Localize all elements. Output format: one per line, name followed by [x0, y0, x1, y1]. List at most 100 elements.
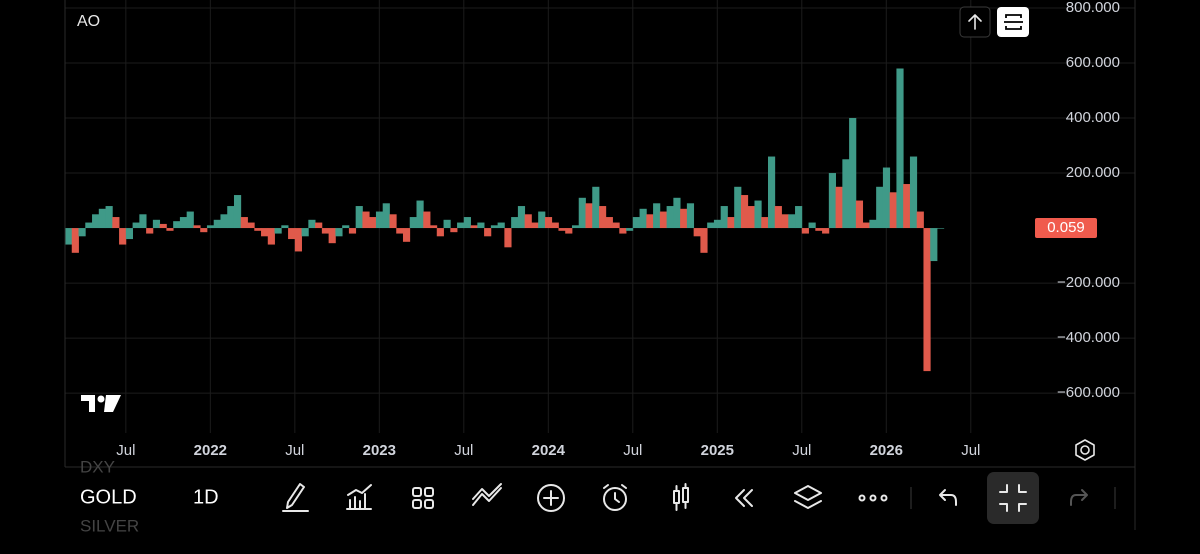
ao-bar	[423, 211, 431, 229]
ao-bar	[936, 228, 945, 229]
ao-bar	[781, 214, 789, 229]
ao-bar	[815, 228, 823, 231]
symbol-button[interactable]: GOLD	[80, 486, 137, 508]
layout-tool[interactable]	[412, 487, 434, 509]
scroll-top-button[interactable]	[959, 6, 991, 38]
ao-bar	[585, 203, 593, 229]
x-tick-label: Jul	[623, 442, 642, 459]
ao-bar	[571, 225, 580, 229]
ao-bar	[666, 206, 674, 229]
compare-tool[interactable]	[472, 483, 502, 506]
ao-bar	[348, 228, 357, 234]
ao-bar	[321, 228, 330, 234]
ao-bar	[369, 217, 377, 229]
x-tick-label: Jul	[454, 442, 473, 459]
ao-bar	[517, 206, 526, 229]
ao-bar	[639, 208, 647, 229]
ao-bar	[457, 222, 465, 229]
fullscreen-button[interactable]	[997, 7, 1029, 37]
redo-button[interactable]	[1070, 489, 1088, 506]
x-tick-label: 2023	[363, 442, 396, 459]
ao-bar	[281, 225, 289, 229]
layers-tool[interactable]	[794, 485, 822, 509]
ao-bar	[288, 228, 296, 240]
ao-bar	[605, 217, 613, 229]
ao-bar	[720, 206, 728, 229]
ao-bar	[402, 228, 411, 242]
ao-bar	[119, 228, 127, 245]
ao-bar	[227, 206, 235, 229]
ao-bar	[916, 211, 924, 229]
ao-bar	[173, 221, 181, 229]
ao-bar	[105, 206, 113, 229]
ao-bar	[822, 228, 830, 234]
ao-bar	[801, 228, 809, 234]
ao-bar	[125, 228, 133, 240]
ao-bar	[409, 217, 417, 229]
ao-bar	[240, 217, 248, 229]
ao-bar	[396, 228, 404, 234]
ao-bar	[166, 228, 174, 231]
more-tool[interactable]	[858, 494, 888, 502]
replay-tool[interactable]	[735, 489, 753, 507]
x-tick-label: 2026	[870, 442, 903, 459]
ao-bar	[112, 217, 120, 229]
ao-bar	[92, 214, 100, 229]
ao-bar	[612, 222, 620, 229]
collapse-button[interactable]	[999, 484, 1027, 512]
chart-type-tool[interactable]	[673, 483, 689, 511]
add-tool[interactable]	[537, 484, 565, 512]
ao-bar	[700, 228, 708, 253]
ao-bar	[362, 211, 370, 229]
alert-tool[interactable]	[603, 484, 627, 511]
ao-bar	[923, 228, 931, 372]
ao-bar	[842, 159, 850, 229]
indicators-tool[interactable]	[346, 484, 372, 510]
ao-bar	[233, 195, 242, 229]
ao-bar	[713, 219, 722, 229]
x-tick-label: 2024	[532, 442, 566, 459]
ao-bar	[727, 217, 735, 229]
collapse-button-bg[interactable]	[987, 472, 1039, 524]
interval-button[interactable]: 1D	[193, 486, 219, 508]
ao-bar	[828, 173, 836, 229]
ao-bar	[477, 222, 485, 229]
ao-bar	[511, 217, 519, 229]
ao-bar	[132, 222, 140, 229]
ao-bar	[592, 186, 600, 229]
ao-bar	[139, 214, 147, 229]
ao-bar	[315, 222, 323, 229]
histogram	[65, 68, 945, 372]
y-tick-label: 400.000	[1066, 109, 1120, 126]
ao-bar	[707, 222, 715, 229]
ao-bar	[450, 228, 458, 233]
ao-bar	[430, 225, 438, 229]
undo-button[interactable]	[939, 489, 957, 506]
ao-bar	[193, 225, 201, 229]
ao-bar	[261, 228, 269, 237]
ao-bar	[673, 197, 681, 229]
settings-button[interactable]	[1075, 439, 1095, 461]
ao-bar	[206, 225, 215, 229]
ao-bar	[179, 217, 188, 229]
ao-bar	[869, 219, 877, 229]
ao-bar	[626, 228, 634, 231]
ao-bar	[835, 186, 843, 229]
ao-bar	[220, 214, 228, 229]
ao-bar	[767, 156, 776, 229]
ao-bar	[254, 228, 262, 231]
ao-bar	[747, 206, 755, 229]
ao-bar	[490, 225, 499, 229]
bottom-toolbar: DXY SILVER GOLD 1D	[80, 457, 1116, 535]
draw-tool[interactable]	[282, 483, 309, 512]
x-tick-label: Jul	[285, 442, 304, 459]
last-value-tag	[1035, 218, 1097, 239]
y-tick-label: 600.000	[1066, 54, 1120, 71]
ao-bar	[152, 219, 161, 229]
ao-bar	[876, 186, 884, 229]
ao-bar	[882, 167, 891, 229]
ao-bar	[294, 228, 302, 252]
ao-bar	[653, 203, 661, 229]
ao-bar	[761, 217, 769, 229]
